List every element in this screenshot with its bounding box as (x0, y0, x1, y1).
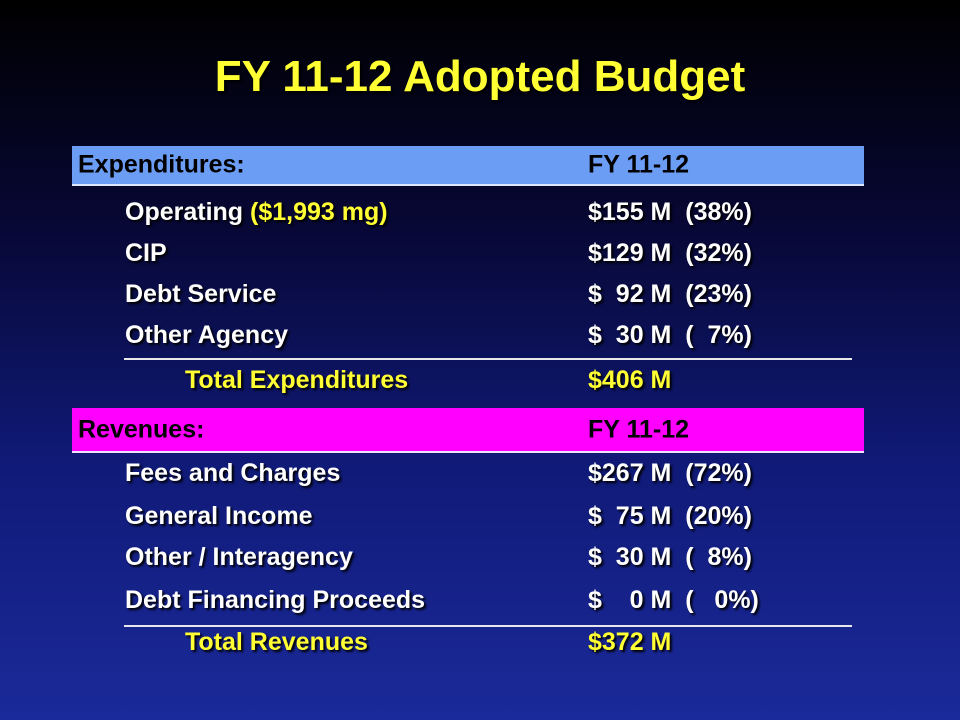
total-revenues-label: Total Revenues (185, 628, 368, 656)
expenditures-total-divider (124, 358, 852, 360)
expenditure-row-name: CIP (125, 239, 167, 267)
expenditure-row-name: Debt Service (125, 280, 277, 308)
revenues-total-divider (124, 625, 852, 627)
revenue-row-name: Debt Financing Proceeds (125, 586, 426, 614)
expenditure-row-name: Other Agency (125, 321, 289, 349)
expenditure-row-amount: $155 M (38%) (588, 198, 752, 226)
slide-title: FY 11-12 Adopted Budget (214, 52, 746, 101)
revenue-row-amount: $ 0 M ( 0%) (588, 586, 759, 614)
revenues-header-band: Revenues: FY 11-12 (72, 408, 864, 453)
expenditure-row-amount: $ 30 M ( 7%) (588, 321, 752, 349)
expenditure-row-amount: $ 92 M (23%) (588, 280, 752, 308)
expenditure-row-name: Operating ($1,993 mg) (125, 192, 388, 232)
expenditures-header-band: Expenditures: FY 11-12 (72, 146, 864, 186)
total-expenditures-amount: $406 M (588, 366, 672, 394)
revenues-label: Revenues: (78, 415, 205, 443)
revenue-row-other-interagency: Other / Interagency $ 30 M ( 8%) (0, 537, 960, 577)
operating-volume-note: ($1,993 mg) (250, 198, 388, 226)
revenues-column-header: FY 11-12 (588, 415, 690, 443)
expenditures-column-header: FY 11-12 (588, 150, 690, 179)
expenditure-row-other-agency: Other Agency $ 30 M ( 7%) (0, 315, 960, 355)
revenues-total-row: Total Revenues $372 M (0, 622, 960, 662)
revenue-row-debt-financing-proceeds: Debt Financing Proceeds $ 0 M ( 0%) (0, 580, 960, 620)
revenue-row-general-income: General Income $ 75 M (20%) (0, 496, 960, 536)
revenue-row-name: General Income (125, 502, 313, 530)
revenue-row-fees-and-charges: Fees and Charges $267 M (72%) (0, 453, 960, 493)
expenditures-label: Expenditures: (78, 150, 245, 179)
revenue-row-name: Other / Interagency (125, 543, 353, 571)
total-revenues-amount: $372 M (588, 628, 672, 656)
revenue-row-amount: $ 75 M (20%) (588, 502, 752, 530)
expenditure-row-amount: $129 M (32%) (588, 239, 752, 267)
expenditures-total-row: Total Expenditures $406 M (0, 360, 960, 400)
revenue-row-amount: $267 M (72%) (588, 459, 752, 487)
expenditure-row-cip: CIP $129 M (32%) (0, 233, 960, 273)
revenue-row-name: Fees and Charges (125, 459, 341, 487)
expenditure-row-operating: Operating ($1,993 mg) $155 M (38%) (0, 192, 960, 232)
expenditure-operating-label: Operating (125, 198, 251, 226)
expenditure-row-debt-service: Debt Service $ 92 M (23%) (0, 274, 960, 314)
revenue-row-amount: $ 30 M ( 8%) (588, 543, 752, 571)
total-expenditures-label: Total Expenditures (185, 366, 409, 394)
